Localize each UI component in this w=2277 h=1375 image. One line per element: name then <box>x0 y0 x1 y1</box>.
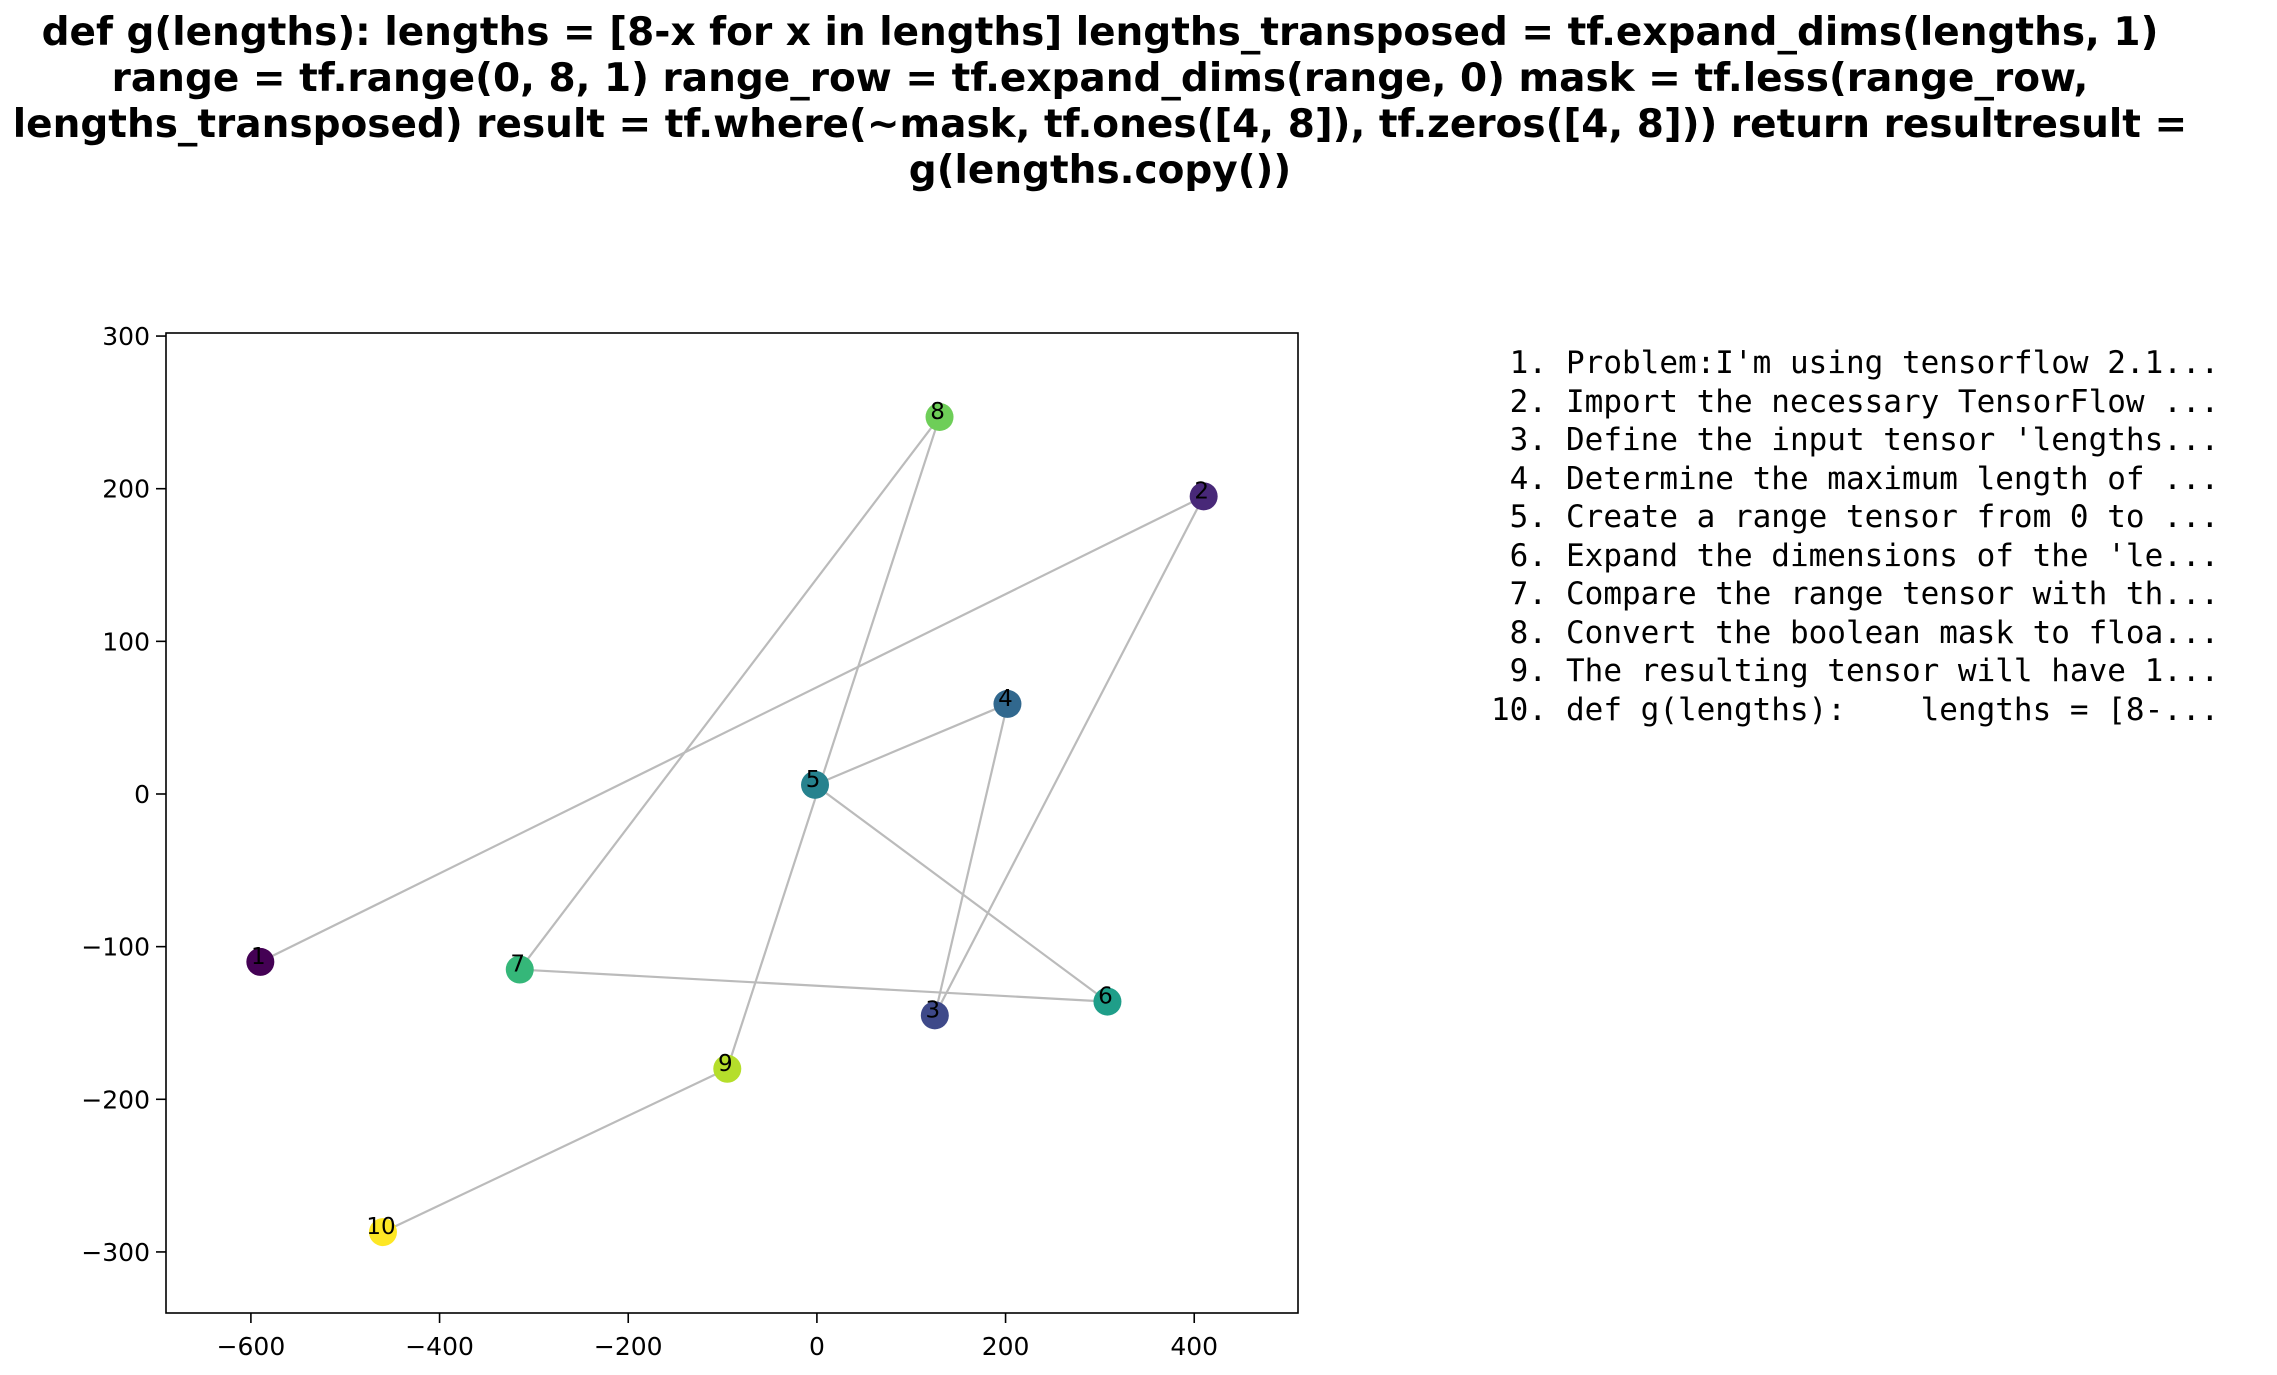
step-item: 1. Problem:I'm using tensorflow 2.1... <box>1465 344 2220 383</box>
connector-line <box>933 495 1205 1016</box>
step-text: Import the necessary TensorFlow ... <box>1566 383 2220 420</box>
connector-line <box>382 1067 728 1234</box>
connector-line <box>814 702 1008 786</box>
data-point <box>993 689 1022 718</box>
y-tick-label: 0 <box>134 780 150 809</box>
data-point <box>246 947 275 976</box>
step-item: 4. Determine the maximum length of ... <box>1465 460 2220 499</box>
x-tick-label: −200 <box>594 1332 663 1361</box>
step-item: 9. The resulting tensor will have 1... <box>1465 652 2220 691</box>
point-label: 7 <box>510 952 525 978</box>
step-number: 8. <box>1509 614 1547 651</box>
point-label: 4 <box>998 686 1013 712</box>
data-point <box>1093 987 1122 1016</box>
step-number: 4. <box>1509 460 1547 497</box>
step-text: def g(lengths): lengths = [8-... <box>1566 691 2220 728</box>
point-label: 1 <box>251 944 266 970</box>
x-tick-label: 200 <box>982 1332 1030 1361</box>
step-number: 9. <box>1509 653 1547 689</box>
connector-line <box>518 416 941 971</box>
x-tick-label: 400 <box>1170 1332 1218 1361</box>
data-point <box>925 402 954 431</box>
data-point <box>713 1054 742 1083</box>
data-point <box>801 770 830 799</box>
step-item: 3. Define the input tensor 'lengths... <box>1465 421 2220 460</box>
data-points <box>246 402 1218 1247</box>
connector-lines <box>259 416 1205 1234</box>
step-number: 3. <box>1509 422 1547 458</box>
point-labels: 1 2 3 4 5 6 7 8 9 10 <box>251 399 1209 1240</box>
x-tick-label: 0 <box>809 1332 825 1361</box>
step-number: 6. <box>1509 537 1547 574</box>
point-label: 9 <box>718 1051 733 1077</box>
point-label: 8 <box>930 399 945 425</box>
y-tick-label: −100 <box>81 933 150 962</box>
step-text: The resulting tensor will have 1... <box>1566 653 2220 689</box>
data-point <box>368 1218 397 1247</box>
plot-frame <box>165 332 1299 1314</box>
step-text: Problem:I'm using tensorflow 2.1... <box>1566 345 2220 381</box>
step-text: Define the input tensor 'lengths... <box>1566 422 2220 458</box>
step-number: 2. <box>1509 383 1547 420</box>
point-label: 5 <box>806 767 821 793</box>
x-tick-label: −400 <box>405 1332 474 1361</box>
data-point <box>505 955 534 984</box>
y-tick-label: 100 <box>102 627 150 656</box>
step-text: Compare the range tensor with th... <box>1566 576 2220 612</box>
x-axis-ticks: −600 −400 −200 0 200 400 <box>217 1313 1218 1361</box>
step-text: Convert the boolean mask to floa... <box>1566 614 2220 651</box>
step-item: 6. Expand the dimensions of the 'le... <box>1465 537 2220 576</box>
step-item: 5. Create a range tensor from 0 to ... <box>1465 498 2220 537</box>
step-number: 10. <box>1491 691 1547 728</box>
y-tick-label: 300 <box>102 322 150 351</box>
connector-line <box>814 783 1109 1003</box>
step-item: 8. Convert the boolean mask to floa... <box>1465 614 2220 653</box>
connector-line <box>519 968 1108 1003</box>
step-text: Determine the maximum length of ... <box>1566 460 2220 497</box>
figure-title: def g(lengths): lengths = [8-x for x in … <box>12 10 2188 193</box>
step-number: 7. <box>1509 576 1547 612</box>
connector-line <box>726 416 941 1070</box>
y-tick-label: −200 <box>81 1085 150 1114</box>
y-tick-label: 200 <box>102 475 150 504</box>
point-label: 10 <box>366 1214 395 1240</box>
step-list: 1. Problem:I'm using tensorflow 2.1... 2. I… <box>1465 344 2219 729</box>
point-label: 6 <box>1098 984 1113 1010</box>
data-point <box>1189 482 1218 511</box>
step-number: 5. <box>1509 499 1547 535</box>
step-item: 10. def g(lengths): lengths = [8-... <box>1465 691 2219 730</box>
point-label: 2 <box>1194 478 1209 504</box>
connector-line <box>259 495 1205 963</box>
x-tick-label: −600 <box>217 1332 286 1361</box>
y-axis-ticks: −300 −200 −100 0 100 200 300 <box>81 322 166 1267</box>
step-text: Expand the dimensions of the 'le... <box>1566 537 2220 574</box>
connector-line <box>933 703 1009 1016</box>
step-number: 1. <box>1509 345 1547 381</box>
step-item: 7. Compare the range tensor with th... <box>1465 575 2220 614</box>
y-tick-label: −300 <box>81 1238 150 1267</box>
data-point <box>920 1001 949 1030</box>
step-item: 2. Import the necessary TensorFlow ... <box>1465 383 2220 422</box>
step-text: Create a range tensor from 0 to ... <box>1566 499 2220 535</box>
point-label: 3 <box>925 997 940 1023</box>
